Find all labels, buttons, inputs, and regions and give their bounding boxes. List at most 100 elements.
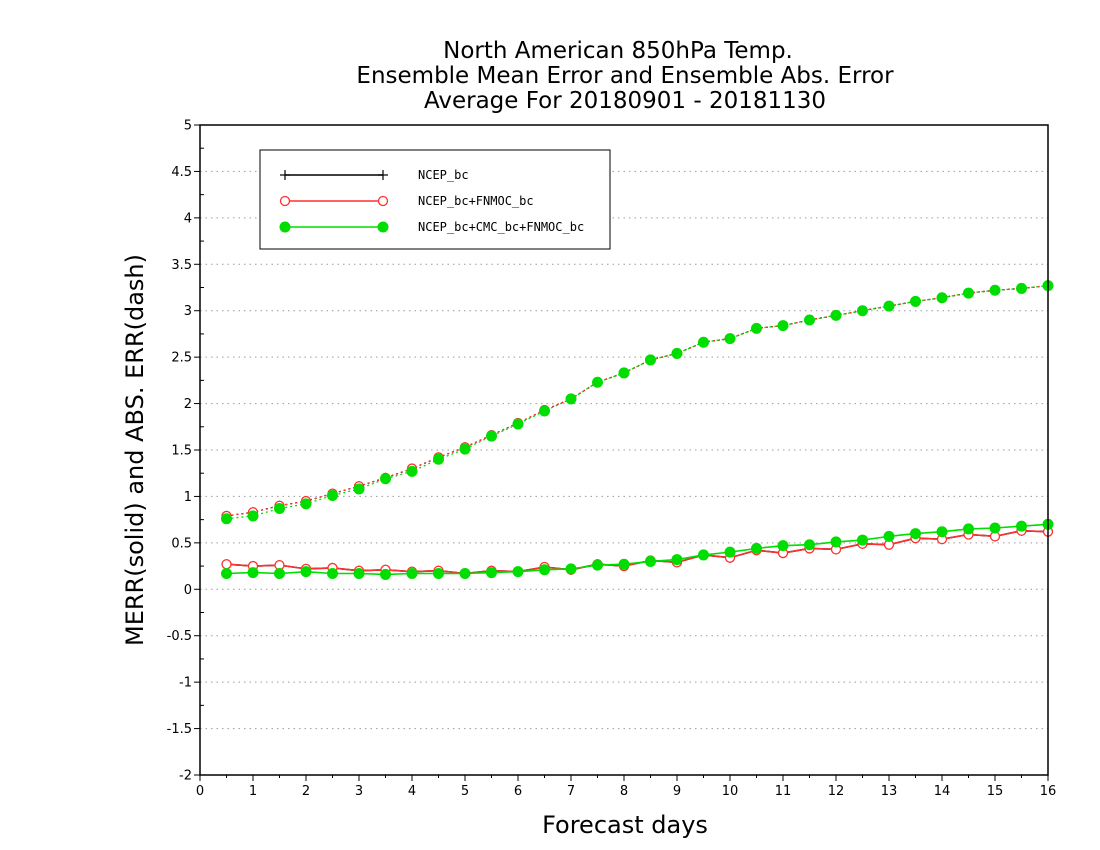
abs-err-point bbox=[698, 336, 709, 348]
merr-point bbox=[883, 530, 895, 542]
x-tick-label: 14 bbox=[934, 784, 951, 799]
x-tick-label: 0 bbox=[196, 784, 204, 799]
legend-label: NCEP_bc+CMC_bc+FNMOC_bc bbox=[418, 220, 584, 234]
abs-err-point bbox=[380, 473, 391, 485]
abs-err-point bbox=[486, 430, 497, 442]
abs-err-point bbox=[989, 284, 1001, 296]
merr-point bbox=[777, 540, 789, 552]
abs-err-point bbox=[671, 347, 683, 359]
x-tick-label: 5 bbox=[461, 784, 469, 799]
legend-marker bbox=[280, 170, 290, 180]
x-tick-label: 4 bbox=[408, 784, 416, 799]
abs-err-point bbox=[592, 376, 603, 388]
merr-point bbox=[804, 539, 815, 551]
x-tick-label: 8 bbox=[620, 784, 628, 799]
merr-point bbox=[989, 522, 1001, 534]
merr-point bbox=[565, 563, 577, 575]
merr-point bbox=[1016, 520, 1027, 532]
merr-line-ncep-bc-fnmoc-bc bbox=[226, 529, 1049, 575]
merr-point bbox=[433, 568, 444, 579]
merr-point bbox=[698, 549, 709, 561]
merr-point bbox=[221, 559, 232, 570]
y-tick-label: 0 bbox=[184, 583, 192, 598]
legend-marker bbox=[279, 195, 291, 207]
merr-point bbox=[645, 555, 656, 567]
y-tick-label: 0.5 bbox=[171, 536, 192, 551]
merr-point bbox=[300, 566, 312, 578]
series-ncep-bc-cmc-bc-fnmoc-bc bbox=[221, 280, 1054, 580]
title-line-3: Average For 20180901 - 20181130 bbox=[424, 88, 826, 114]
legend-entry: NCEP_bc+CMC_bc+FNMOC_bc bbox=[279, 220, 584, 234]
y-tick-label: 5 bbox=[184, 119, 192, 134]
abs-err-point bbox=[777, 320, 789, 332]
x-tick-labels: 0 1 2 3 4 5 6 7 8 9 10 11 12 13 14 15 16 bbox=[196, 784, 1056, 799]
abs-err-point bbox=[221, 513, 232, 525]
merr-point bbox=[539, 564, 550, 576]
x-tick-label: 6 bbox=[514, 784, 522, 799]
abs-err-point bbox=[353, 483, 365, 495]
abs-err-point bbox=[830, 309, 842, 321]
abs-err-point bbox=[910, 295, 921, 307]
series-ncep-bc bbox=[221, 280, 1053, 579]
x-tick-label: 3 bbox=[355, 784, 363, 799]
abs-err-point bbox=[857, 305, 868, 317]
gridlines bbox=[200, 170, 1048, 730]
merr-line-ncep-bc bbox=[226, 529, 1049, 575]
merr-point bbox=[830, 536, 842, 548]
y-tick-label: 3.5 bbox=[171, 258, 192, 273]
merr-point bbox=[671, 554, 683, 566]
legend-marker bbox=[377, 221, 389, 233]
merr-point bbox=[486, 567, 497, 579]
legend-label: NCEP_bc bbox=[418, 168, 469, 182]
y-tick-label: 2 bbox=[184, 397, 192, 412]
merr-point bbox=[380, 568, 391, 580]
abs-err-line-ncep-bc-cmc-bc-fnmoc-bc bbox=[226, 284, 1049, 520]
data-series bbox=[221, 280, 1054, 580]
y-tick-labels: -2 -1.5 -1 -0.5 0 0.5 1 1.5 2 2.5 3 3.5 4 4.5 5 bbox=[167, 119, 192, 784]
abs-err-point bbox=[512, 418, 524, 430]
x-tick-label: 10 bbox=[722, 784, 739, 799]
merr-point bbox=[406, 568, 418, 579]
y-tick-label: 1 bbox=[184, 490, 192, 505]
abs-err-point bbox=[724, 333, 736, 345]
abs-err-line-ncep-bc bbox=[226, 284, 1049, 517]
y-tick-label: -1.5 bbox=[167, 722, 192, 737]
x-tick-label: 15 bbox=[987, 784, 1004, 799]
x-tick-label: 2 bbox=[302, 784, 310, 799]
title-line-1: North American 850hPa Temp. bbox=[443, 38, 793, 64]
y-tick-label: 3 bbox=[184, 304, 192, 319]
abs-err-point bbox=[247, 510, 259, 522]
abs-err-point bbox=[433, 453, 444, 465]
legend-marker bbox=[377, 195, 389, 207]
legend-entry: NCEP_bc bbox=[280, 168, 469, 182]
merr-point bbox=[857, 534, 868, 546]
merr-line-ncep-bc-cmc-bc-fnmoc-bc bbox=[226, 523, 1049, 576]
merr-point bbox=[274, 568, 285, 579]
abs-err-point bbox=[883, 300, 895, 312]
merr-point bbox=[459, 568, 471, 579]
y-axis-title: MERR(solid) and ABS. ERR(dash) bbox=[121, 254, 149, 646]
y-tick-label: 2.5 bbox=[171, 351, 192, 366]
y-tick-label: -2 bbox=[179, 769, 192, 784]
x-tick-label: 9 bbox=[673, 784, 681, 799]
abs-err-point bbox=[618, 367, 630, 379]
plot-frame bbox=[199, 124, 1049, 776]
merr-point bbox=[910, 528, 921, 540]
abs-err-point bbox=[804, 314, 815, 326]
merr-point bbox=[247, 567, 259, 579]
legend-marker bbox=[378, 170, 388, 180]
legend-entry: NCEP_bc+FNMOC_bc bbox=[279, 194, 534, 208]
x-tick-label: 7 bbox=[567, 784, 575, 799]
title-line-2: Ensemble Mean Error and Ensemble Abs. Er… bbox=[356, 63, 894, 89]
abs-err-point bbox=[565, 393, 577, 405]
x-tick-label: 11 bbox=[775, 784, 792, 799]
abs-err-point bbox=[459, 443, 471, 455]
x-tick-label: 12 bbox=[828, 784, 845, 799]
legend-label: NCEP_bc+FNMOC_bc bbox=[418, 194, 534, 208]
abs-err-point bbox=[936, 292, 948, 304]
x-tick-label: 13 bbox=[881, 784, 898, 799]
y-tick-label: 1.5 bbox=[171, 444, 192, 459]
x-tick-label: 16 bbox=[1040, 784, 1057, 799]
abs-err-point bbox=[751, 322, 762, 334]
